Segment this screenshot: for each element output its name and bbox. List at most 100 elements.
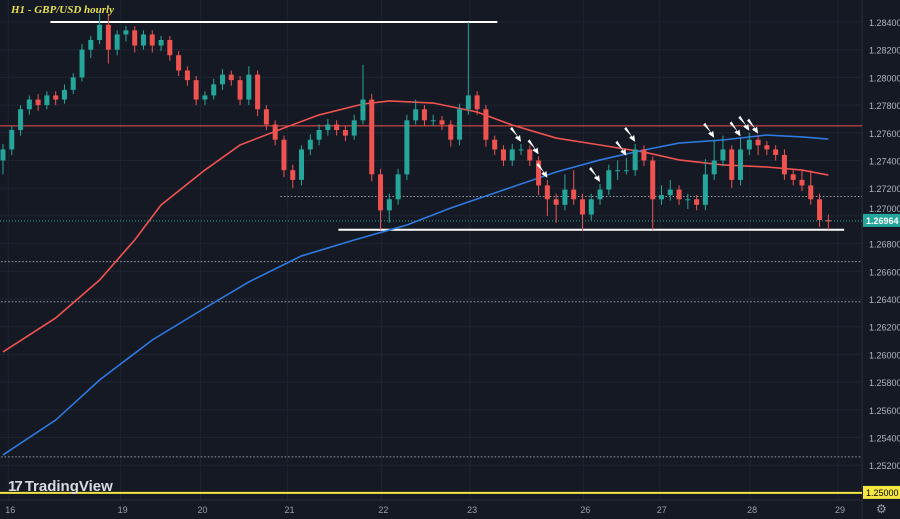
candle-body xyxy=(738,149,744,180)
candle xyxy=(518,143,524,155)
candle-body xyxy=(202,95,208,100)
current-price-label: 1.26964 xyxy=(866,216,899,226)
candle xyxy=(623,157,629,175)
candle-body xyxy=(299,149,305,180)
candle-body xyxy=(413,109,419,121)
candle xyxy=(272,120,278,146)
candle-body xyxy=(316,130,322,140)
candle xyxy=(158,35,164,52)
candle xyxy=(553,193,559,223)
candle-body xyxy=(26,99,32,110)
candle-body xyxy=(492,139,498,150)
candle xyxy=(255,70,261,117)
candle-body xyxy=(641,149,647,161)
candle xyxy=(325,118,331,136)
y-tick-label: 1.25600 xyxy=(869,406,900,416)
candle-body xyxy=(114,34,120,50)
candle-body xyxy=(70,77,76,90)
candle-body xyxy=(527,149,533,161)
y-tick-label: 1.25200 xyxy=(869,461,900,471)
candle xyxy=(764,141,770,155)
candle xyxy=(149,30,155,53)
y-tick-label: 1.26800 xyxy=(869,240,900,250)
candle-body xyxy=(228,74,234,81)
candle xyxy=(790,168,796,186)
x-tick-label: 28 xyxy=(747,505,757,515)
y-tick-label: 1.27000 xyxy=(869,204,900,214)
candle xyxy=(579,193,585,232)
candle xyxy=(650,156,656,230)
candle xyxy=(299,145,305,186)
candle xyxy=(237,76,243,106)
candle xyxy=(220,69,225,90)
candle-body xyxy=(808,185,814,200)
candle-body xyxy=(220,74,225,85)
candle xyxy=(228,70,234,86)
candle xyxy=(97,13,103,45)
candle-body xyxy=(544,185,550,200)
candle xyxy=(378,168,384,230)
candle-body xyxy=(88,40,94,50)
x-tick-label: 19 xyxy=(118,505,128,515)
candle-body xyxy=(97,24,103,41)
candle-body xyxy=(272,124,278,140)
candle-body xyxy=(307,139,313,150)
candle xyxy=(167,35,173,61)
candle-body xyxy=(448,124,454,140)
candle-body xyxy=(140,34,146,46)
candle-body xyxy=(360,99,366,121)
candle xyxy=(184,66,190,86)
candle-body xyxy=(817,199,823,221)
y-tick-label: 1.27800 xyxy=(869,101,900,111)
y-tick-label: 1.25400 xyxy=(869,434,900,444)
candle xyxy=(439,116,445,131)
candle xyxy=(70,73,76,95)
candle xyxy=(114,30,120,56)
candle-body xyxy=(773,149,779,155)
candle-body xyxy=(702,174,708,205)
moving-average-red xyxy=(2,100,829,353)
settings-gear-icon[interactable]: ⚙ xyxy=(876,502,887,516)
candle xyxy=(667,179,673,201)
candle xyxy=(588,193,594,221)
candle xyxy=(632,143,638,176)
candle xyxy=(544,179,550,216)
candle xyxy=(79,44,85,82)
candle-body xyxy=(378,174,384,211)
y-tick-label: 1.28400 xyxy=(869,18,900,28)
candle-body xyxy=(694,199,700,205)
y-tick-label: 1.27400 xyxy=(869,157,900,167)
candle xyxy=(457,103,463,146)
candle xyxy=(825,214,831,230)
candle xyxy=(35,94,41,111)
candle xyxy=(808,170,814,205)
candle-body xyxy=(676,189,682,200)
candle-body xyxy=(457,109,463,140)
candle-body xyxy=(465,95,471,110)
candle xyxy=(132,26,138,53)
candle xyxy=(53,91,59,106)
arrow-annotation-icon xyxy=(536,162,548,178)
candle xyxy=(492,135,498,155)
candle-body xyxy=(211,84,217,96)
candle-body xyxy=(588,199,594,215)
candle-body xyxy=(404,120,410,175)
y-tick-label: 1.28200 xyxy=(869,46,900,56)
candle xyxy=(334,120,340,136)
y-tick-label: 1.26200 xyxy=(869,323,900,333)
candle-body xyxy=(790,174,796,180)
candle-body xyxy=(325,124,331,131)
y-tick-label: 1.28000 xyxy=(869,73,900,83)
candle-body xyxy=(746,139,752,150)
candle xyxy=(483,105,489,147)
candle xyxy=(430,114,436,126)
arrow-annotation-icon xyxy=(510,126,522,142)
candle-body xyxy=(659,195,664,200)
candle xyxy=(123,26,129,42)
candle xyxy=(9,125,15,155)
candle-body xyxy=(184,70,190,81)
candle xyxy=(386,193,392,223)
candle xyxy=(421,105,427,126)
candle-body xyxy=(606,170,612,190)
